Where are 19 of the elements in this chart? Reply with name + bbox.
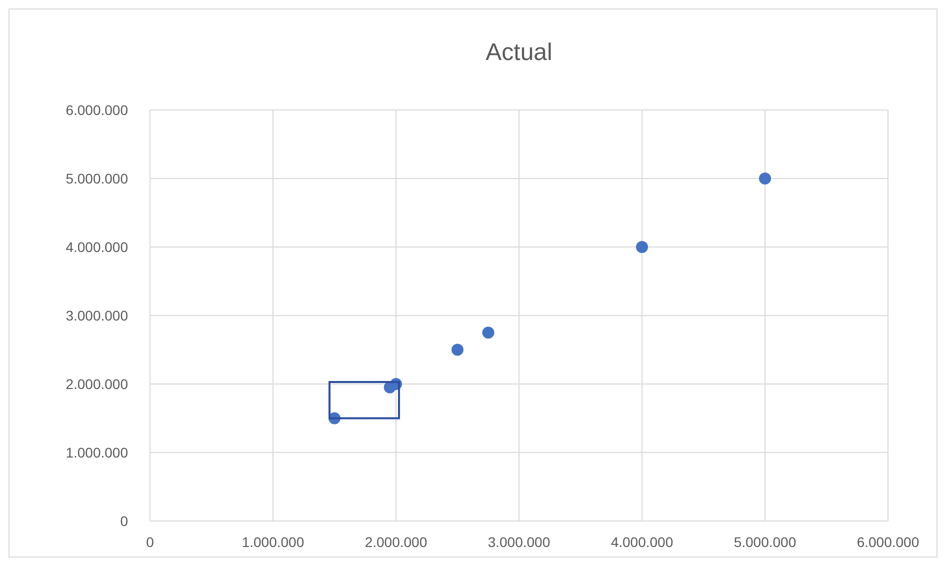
chart-title: Actual: [486, 39, 552, 66]
y-tick-label: 6.000.000: [66, 102, 128, 118]
x-tick-label: 2.000.000: [364, 534, 428, 550]
point: [482, 326, 494, 339]
x-tick-label: 6.000.000: [856, 534, 920, 550]
x-tick-label: 1.000.000: [242, 534, 304, 550]
y-tick-label: 4.000.000: [66, 238, 128, 255]
y-tick-label: 0: [120, 512, 128, 529]
y-tick-label: 3.000.000: [66, 307, 128, 324]
y-tick-label: 1.000.000: [66, 444, 128, 460]
x-tick-label: 4.000.000: [610, 534, 674, 550]
y-tick-label: 2.000.000: [66, 376, 128, 392]
point: [452, 344, 464, 356]
point: [636, 241, 648, 253]
x-tick-label: 0: [146, 534, 154, 550]
y-tick-label: 5.000.000: [66, 170, 128, 186]
x-tick-label: 3.000.000: [488, 534, 550, 550]
x-tick-label: 5.000.000: [734, 534, 796, 550]
point: [759, 172, 771, 184]
